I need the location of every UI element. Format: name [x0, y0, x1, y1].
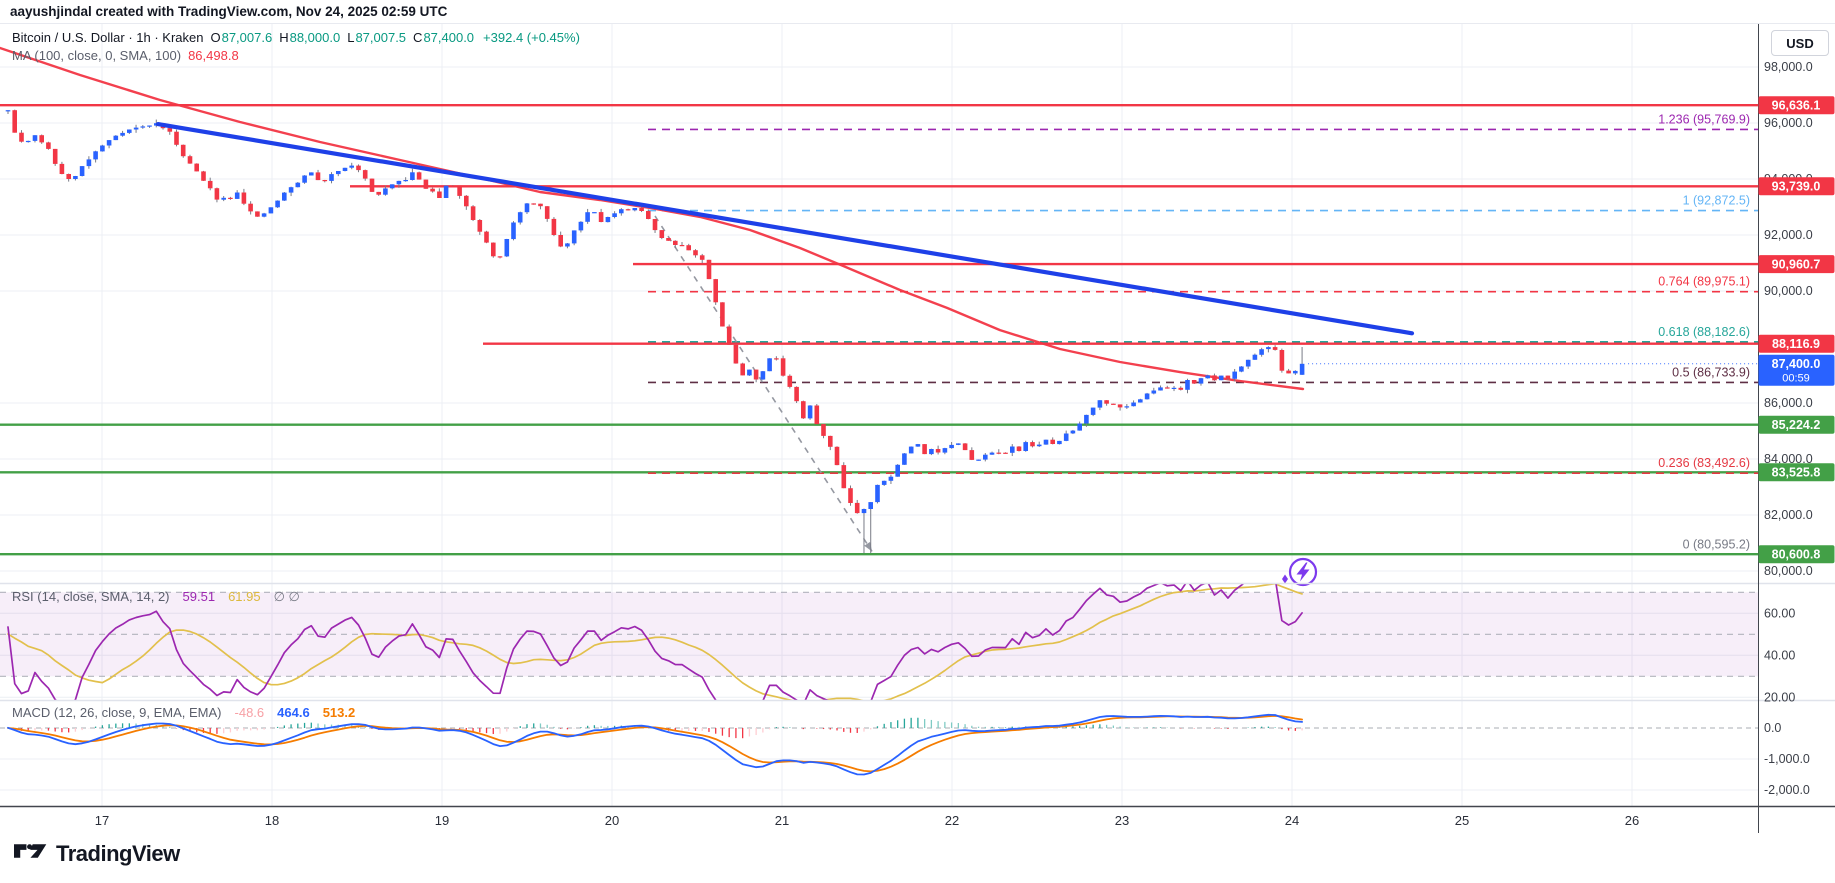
rsi-legend-label: RSI (14, close, SMA, 14, 2) — [12, 589, 170, 604]
svg-text:93,739.0: 93,739.0 — [1772, 180, 1821, 194]
attribution-text: aayushjindal created with TradingView.co… — [10, 4, 448, 19]
svg-text:0 (80,595.2): 0 (80,595.2) — [1683, 537, 1750, 551]
svg-text:80,000.0: 80,000.0 — [1764, 564, 1813, 578]
svg-text:-2,000.0: -2,000.0 — [1764, 783, 1810, 797]
svg-text:21: 21 — [775, 813, 789, 828]
time-axis[interactable]: 17 18 19 20 21 22 23 24 25 26 — [95, 813, 1639, 828]
macd-legend[interactable]: MACD (12, 26, close, 9, EMA, EMA) -48.6 … — [12, 705, 355, 720]
downtrend-line[interactable] — [155, 121, 1415, 336]
svg-text:96,636.1: 96,636.1 — [1772, 98, 1821, 112]
svg-text:85,224.2: 85,224.2 — [1772, 418, 1821, 432]
svg-text:00:59: 00:59 — [1782, 372, 1810, 384]
svg-text:88,116.9: 88,116.9 — [1772, 337, 1820, 351]
svg-text:80,600.8: 80,600.8 — [1772, 547, 1821, 561]
ohlc-low: L87,007.5 — [347, 30, 407, 45]
ma-legend-value: 86,498.8 — [188, 48, 239, 63]
ohlc-high: H88,000.0 — [279, 30, 341, 45]
svg-text:24: 24 — [1285, 813, 1299, 828]
lightning-marker-icon[interactable] — [1282, 557, 1318, 587]
rsi-ma-value: 61.95 — [228, 589, 261, 604]
svg-text:90,000.0: 90,000.0 — [1764, 284, 1813, 298]
svg-text:20.00: 20.00 — [1764, 690, 1795, 704]
svg-text:83,525.8: 83,525.8 — [1772, 465, 1821, 479]
svg-text:96,000.0: 96,000.0 — [1764, 116, 1813, 130]
svg-text:84,000.0: 84,000.0 — [1764, 452, 1813, 466]
svg-text:0.236 (83,492.6): 0.236 (83,492.6) — [1658, 456, 1750, 470]
svg-text:82,000.0: 82,000.0 — [1764, 508, 1813, 522]
svg-text:40.00: 40.00 — [1764, 648, 1795, 662]
svg-text:-1,000.0: -1,000.0 — [1764, 752, 1810, 766]
svg-text:60.00: 60.00 — [1764, 606, 1795, 620]
ohlc-open: O87,007.6 — [210, 30, 273, 45]
grid-layer — [0, 24, 1758, 806]
svg-text:23: 23 — [1115, 813, 1129, 828]
rsi-band — [0, 591, 1758, 677]
svg-text:17: 17 — [95, 813, 109, 828]
rsi-legend[interactable]: RSI (14, close, SMA, 14, 2) 59.51 61.95 … — [12, 589, 300, 605]
candles-layer — [5, 109, 1305, 554]
svg-text:90,960.7: 90,960.7 — [1772, 257, 1821, 271]
tradingview-logo-icon — [14, 840, 48, 867]
macd-signal-value: 513.2 — [322, 705, 356, 720]
symbol-title[interactable]: Bitcoin / U.S. Dollar · 1h · Kraken — [12, 30, 204, 45]
macd-legend-label: MACD (12, 26, close, 9, EMA, EMA) — [12, 705, 222, 720]
svg-text:87,400.0: 87,400.0 — [1772, 357, 1821, 371]
svg-text:18: 18 — [265, 813, 279, 828]
price-change: +392.4 (+0.45%) — [483, 30, 580, 45]
ohlc-close: C87,400.0 — [413, 30, 475, 45]
rsi-divergence-values: ∅ ∅ — [273, 589, 300, 604]
ma-legend[interactable]: MA (100, close, 0, SMA, 100) 86,498.8 — [12, 48, 239, 63]
rsi-pane[interactable] — [7, 570, 1303, 705]
price-axis[interactable]: 98,000.096,000.094,000.092,000.090,000.0… — [1758, 60, 1835, 797]
symbol-legend[interactable]: Bitcoin / U.S. Dollar · 1h · Kraken O87,… — [12, 30, 580, 45]
svg-text:86,000.0: 86,000.0 — [1764, 396, 1813, 410]
tradingview-logo[interactable]: TradingView — [14, 840, 180, 867]
macd-value: 464.6 — [277, 705, 310, 720]
svg-text:25: 25 — [1455, 813, 1469, 828]
svg-text:20: 20 — [605, 813, 619, 828]
svg-text:26: 26 — [1625, 813, 1639, 828]
tradingview-logo-text: TradingView — [56, 840, 180, 866]
price-pane[interactable]: 1.236 (95,769.9) 1 (92,872.5) 0.764 (89,97… — [0, 46, 1758, 556]
svg-text:98,000.0: 98,000.0 — [1764, 60, 1813, 74]
rsi-value: 59.51 — [182, 589, 216, 604]
last-price-label — [1758, 354, 1835, 386]
fib-labels: 1.236 (95,769.9) 1 (92,872.5) 0.764 (89,97… — [1658, 112, 1750, 551]
svg-text:1.236 (95,769.9): 1.236 (95,769.9) — [1658, 112, 1750, 126]
macd-pane[interactable] — [7, 713, 1303, 776]
currency-unit-button[interactable]: USD — [1771, 30, 1829, 56]
macd-hist-value: -48.6 — [234, 705, 265, 720]
svg-text:0.5 (86,733.9): 0.5 (86,733.9) — [1672, 365, 1750, 379]
ma-legend-label: MA (100, close, 0, SMA, 100) — [12, 48, 182, 63]
svg-text:19: 19 — [435, 813, 449, 828]
svg-text:0.764 (89,975.1): 0.764 (89,975.1) — [1658, 275, 1750, 289]
svg-text:92,000.0: 92,000.0 — [1764, 228, 1813, 242]
svg-text:1 (92,872.5): 1 (92,872.5) — [1683, 194, 1750, 208]
svg-text:22: 22 — [945, 813, 959, 828]
svg-text:0.0: 0.0 — [1764, 721, 1781, 735]
svg-text:0.618 (88,182.6): 0.618 (88,182.6) — [1658, 325, 1750, 339]
